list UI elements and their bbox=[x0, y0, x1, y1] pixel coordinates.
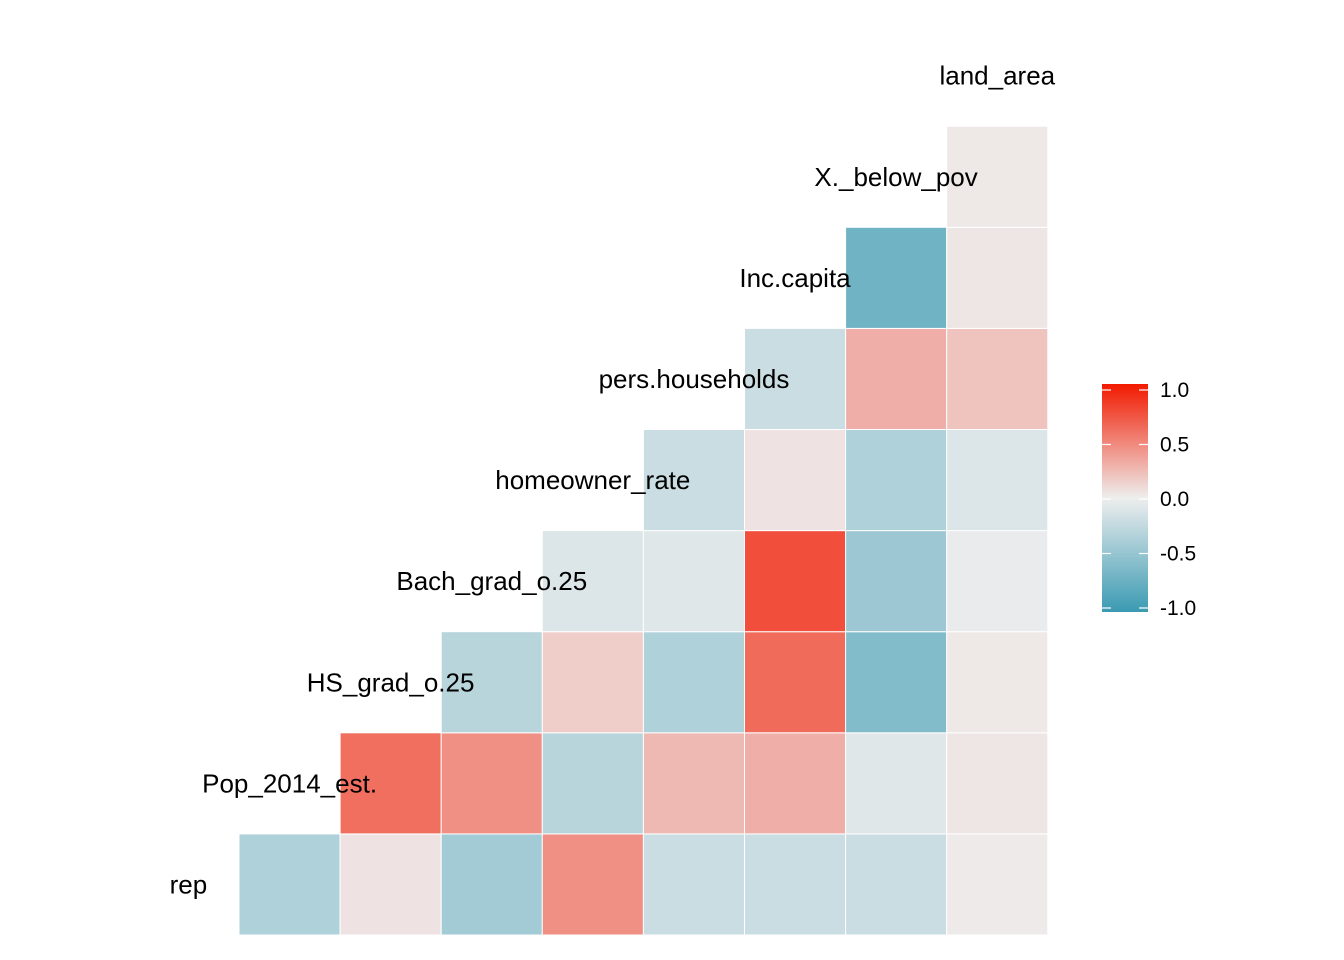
heatmap-cell bbox=[845, 833, 948, 936]
heatmap-cell bbox=[946, 732, 1049, 835]
heatmap-cell bbox=[845, 226, 948, 329]
variable-label: Pop_2014_est. bbox=[202, 768, 377, 798]
heatmap-cell bbox=[845, 732, 948, 835]
legend-tick-label: 0.5 bbox=[1160, 434, 1189, 457]
heatmap-cell bbox=[440, 631, 543, 734]
variable-label: HS_grad_o.25 bbox=[307, 667, 475, 697]
color-legend: 1.0 0.5 0.0 -0.5 -1.0 bbox=[1102, 379, 1196, 620]
heatmap-cell bbox=[541, 833, 644, 936]
heatmap-cell bbox=[845, 631, 948, 734]
heatmap-cell bbox=[642, 833, 746, 936]
heatmap-cell bbox=[946, 631, 1049, 734]
heatmap-cell bbox=[339, 833, 442, 936]
heatmap-cell bbox=[541, 732, 644, 835]
heatmap-cell bbox=[642, 429, 746, 532]
variable-label: pers.households bbox=[599, 364, 790, 394]
variable-label: land_area bbox=[939, 61, 1055, 91]
variable-label: rep bbox=[170, 870, 208, 900]
heatmap-cell bbox=[845, 530, 948, 633]
heatmap-cell bbox=[946, 327, 1049, 430]
heatmap-cell bbox=[339, 732, 442, 835]
heatmap-cell bbox=[440, 833, 543, 936]
heatmap-cell bbox=[541, 631, 644, 734]
heatmap-cell bbox=[744, 631, 847, 734]
heatmap-cell bbox=[744, 530, 847, 633]
legend-tick-label: -1.0 bbox=[1160, 597, 1196, 620]
variable-label: Bach_grad_o.25 bbox=[396, 566, 587, 596]
heatmap-cell bbox=[642, 631, 746, 734]
variable-label: X._below_pov bbox=[814, 162, 977, 192]
heatmap-cells bbox=[238, 125, 1049, 936]
legend-tick-label: 1.0 bbox=[1160, 379, 1189, 402]
heatmap-cell bbox=[845, 327, 948, 430]
variable-labels: rep Pop_2014_est. HS_grad_o.25 Bach_grad_o.… bbox=[170, 61, 1056, 900]
legend-tick-label: 0.0 bbox=[1160, 488, 1189, 511]
legend-colorbar bbox=[1102, 384, 1148, 612]
heatmap-cell bbox=[946, 226, 1049, 329]
heatmap-cell bbox=[744, 732, 847, 835]
heatmap-cell bbox=[541, 530, 644, 633]
heatmap-cell bbox=[946, 530, 1049, 633]
legend-tick-label: -0.5 bbox=[1160, 543, 1196, 566]
heatmap-cell bbox=[744, 429, 847, 532]
heatmap-cell bbox=[744, 833, 847, 936]
heatmap-cell bbox=[845, 429, 948, 532]
variable-label: Inc.capita bbox=[739, 263, 851, 293]
heatmap-cell bbox=[946, 429, 1049, 532]
heatmap-cell bbox=[642, 530, 746, 633]
variable-label: homeowner_rate bbox=[495, 465, 690, 495]
heatmap-cell bbox=[946, 833, 1049, 936]
heatmap-cell bbox=[440, 732, 543, 835]
heatmap-cell bbox=[946, 125, 1049, 228]
heatmap-cell bbox=[642, 732, 746, 835]
heatmap-cell bbox=[744, 327, 847, 430]
heatmap-cell bbox=[238, 833, 341, 936]
